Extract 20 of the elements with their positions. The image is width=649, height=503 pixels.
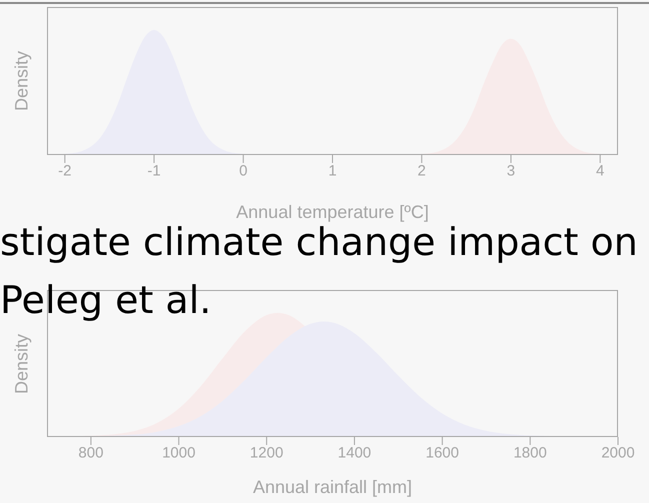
x-tick-label: 1 <box>328 162 337 180</box>
x-tick-label: 1000 <box>162 444 196 462</box>
x-axis-title: Annual rainfall [mm] <box>252 477 412 498</box>
x-axis-title: Annual temperature [ºC] <box>236 202 429 223</box>
x-tick-label: 2000 <box>601 444 635 462</box>
annotation: Peleg et al. <box>0 278 212 322</box>
y-axis-title: Density <box>12 50 32 112</box>
x-tick-label: 1200 <box>250 444 284 462</box>
x-tick-label: 800 <box>78 444 104 462</box>
x-tick-label: 0 <box>239 162 248 180</box>
x-tick-label: 3 <box>506 162 516 180</box>
x-tick-label: 1800 <box>513 444 547 462</box>
x-tick-label: 4 <box>596 162 604 180</box>
x-tick-label: 1600 <box>426 444 459 462</box>
y-axis-title: Density <box>12 333 32 394</box>
x-tick-label: -1 <box>147 162 161 180</box>
x-tick-label: 2 <box>418 162 426 180</box>
x-tick-label: 1400 <box>338 444 372 462</box>
x-tick-label: -2 <box>58 162 72 180</box>
text: stigate climate change impact on <box>0 220 638 264</box>
